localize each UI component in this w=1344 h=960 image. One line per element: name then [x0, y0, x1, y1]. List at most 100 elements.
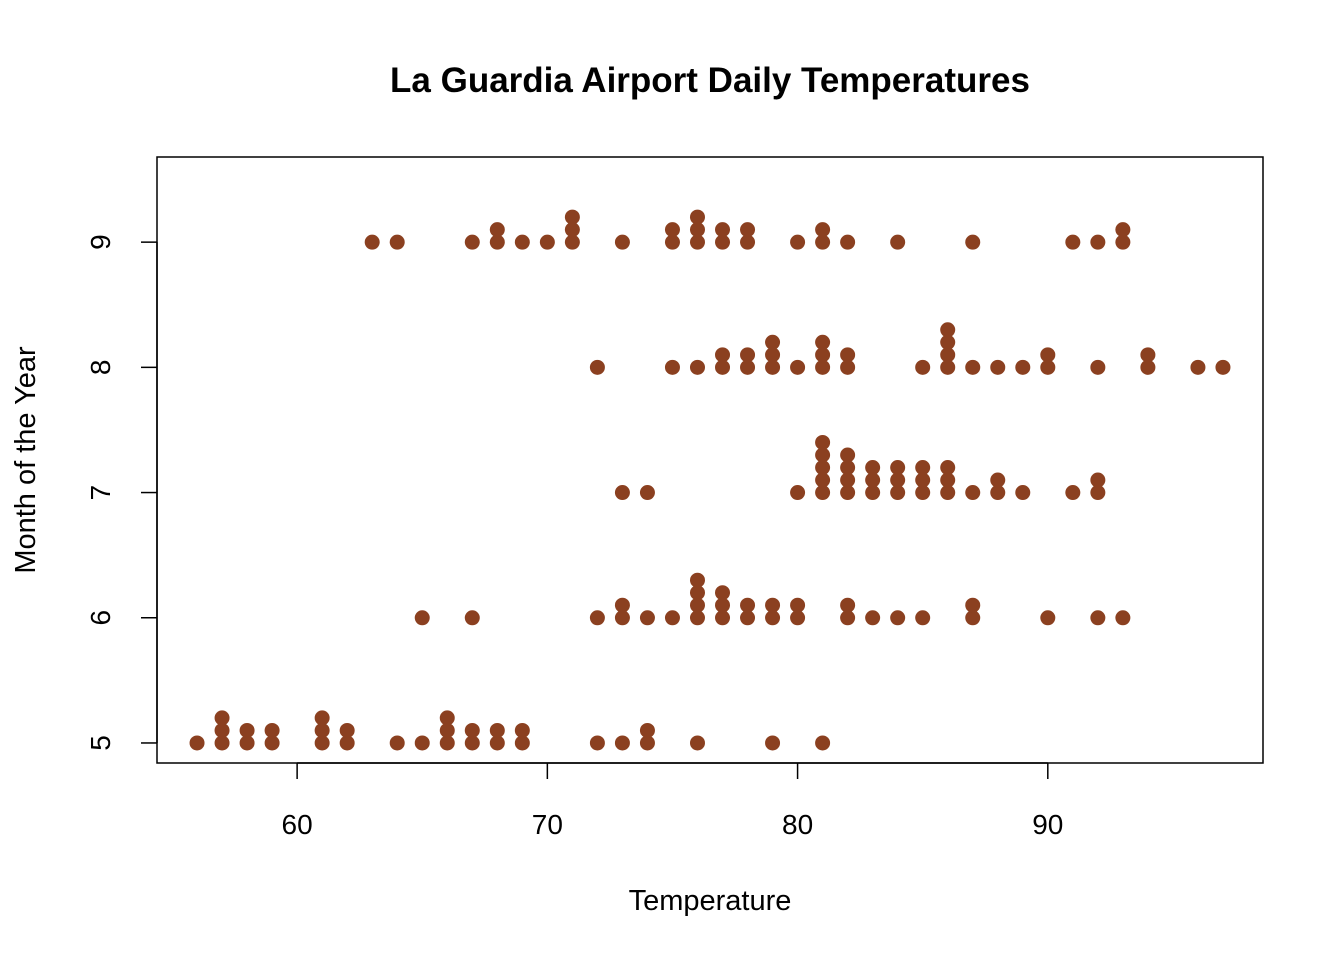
data-point — [715, 359, 731, 375]
data-point — [840, 347, 856, 363]
data-point — [865, 610, 881, 626]
data-point — [1115, 222, 1131, 238]
data-point — [840, 472, 856, 488]
data-point — [1065, 234, 1081, 250]
data-point — [1040, 610, 1056, 626]
y-tick-label: 9 — [85, 234, 116, 250]
data-point — [815, 485, 831, 501]
data-point — [214, 735, 230, 751]
y-axis: 5 6 7 8 9 — [85, 234, 158, 751]
data-point — [364, 234, 380, 250]
data-point — [815, 222, 831, 238]
data-point — [840, 447, 856, 463]
data-point — [664, 222, 680, 238]
data-point — [214, 710, 230, 726]
data-point — [965, 485, 981, 501]
data-point — [239, 722, 255, 738]
data-point — [915, 485, 931, 501]
x-tick-label: 90 — [1032, 809, 1063, 840]
data-point — [940, 472, 956, 488]
data-point — [689, 222, 705, 238]
data-point — [765, 597, 781, 613]
data-point — [639, 735, 655, 751]
data-point — [439, 722, 455, 738]
data-point — [840, 460, 856, 476]
data-point — [790, 610, 806, 626]
data-point — [890, 234, 906, 250]
data-point — [564, 222, 580, 238]
data-point — [1090, 472, 1106, 488]
data-point — [765, 334, 781, 350]
data-point — [639, 485, 655, 501]
data-point — [815, 234, 831, 250]
data-point — [1040, 359, 1056, 375]
data-point — [865, 472, 881, 488]
data-point — [765, 359, 781, 375]
data-point — [790, 485, 806, 501]
data-point — [790, 359, 806, 375]
data-point — [940, 485, 956, 501]
data-point — [715, 610, 731, 626]
data-point — [314, 735, 330, 751]
data-point — [689, 735, 705, 751]
data-point — [664, 359, 680, 375]
data-point — [664, 234, 680, 250]
data-point — [890, 472, 906, 488]
data-point — [464, 610, 480, 626]
x-tick-label: 60 — [282, 809, 313, 840]
data-point — [890, 485, 906, 501]
data-point — [614, 735, 630, 751]
data-point — [990, 485, 1006, 501]
data-point — [715, 222, 731, 238]
data-point — [965, 234, 981, 250]
data-point — [389, 735, 405, 751]
data-point — [990, 359, 1006, 375]
y-tick-label: 7 — [85, 485, 116, 501]
data-point — [189, 735, 205, 751]
data-point — [614, 597, 630, 613]
data-point — [589, 735, 605, 751]
data-point — [1215, 359, 1231, 375]
data-point — [339, 735, 355, 751]
data-point — [689, 572, 705, 588]
data-point — [389, 234, 405, 250]
x-axis-label: Temperature — [629, 885, 792, 917]
data-point — [740, 597, 756, 613]
data-point — [464, 735, 480, 751]
data-point — [790, 234, 806, 250]
data-point — [414, 735, 430, 751]
data-point — [840, 597, 856, 613]
data-point — [965, 359, 981, 375]
data-point — [940, 334, 956, 350]
x-tick-label: 70 — [532, 809, 563, 840]
data-point — [815, 735, 831, 751]
data-point — [940, 359, 956, 375]
data-point — [1140, 347, 1156, 363]
data-point — [940, 322, 956, 338]
data-point — [840, 485, 856, 501]
data-point — [815, 447, 831, 463]
data-point — [689, 359, 705, 375]
data-point — [689, 585, 705, 601]
data-point — [439, 710, 455, 726]
data-point — [1140, 359, 1156, 375]
data-point — [564, 209, 580, 225]
data-point — [765, 735, 781, 751]
data-point — [1090, 610, 1106, 626]
data-point — [489, 735, 505, 751]
data-point — [815, 434, 831, 450]
data-point — [489, 722, 505, 738]
data-point — [539, 234, 555, 250]
data-point — [639, 610, 655, 626]
data-point — [614, 234, 630, 250]
data-point — [239, 735, 255, 751]
data-point — [890, 610, 906, 626]
y-tick-label: 8 — [85, 360, 116, 376]
chart-title: La Guardia Airport Daily Temperatures — [390, 61, 1030, 100]
data-point — [314, 710, 330, 726]
data-point — [489, 222, 505, 238]
data-point — [890, 460, 906, 476]
data-point — [689, 597, 705, 613]
data-point — [965, 610, 981, 626]
